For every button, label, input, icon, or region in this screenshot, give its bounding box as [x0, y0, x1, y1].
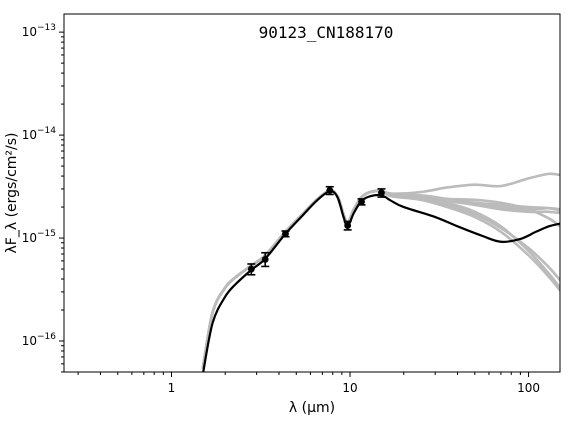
- y-tick-label: 10−14: [22, 126, 57, 142]
- data-marker: [358, 198, 365, 206]
- x-axis-ticks: 1 10 100: [77, 372, 540, 395]
- y-tick-label: 10−15: [22, 229, 56, 245]
- best-fit-line: [202, 190, 560, 372]
- y-tick-label: 10−13: [22, 23, 56, 39]
- observed-point-7: [377, 188, 386, 198]
- observed-point-3: [281, 230, 290, 238]
- data-marker: [261, 256, 269, 263]
- plot-background: [64, 14, 560, 372]
- observed-point-5: [343, 220, 352, 231]
- best-fit-path: [202, 190, 560, 372]
- y-axis-ticks: 10−16 10−15 10−14 10−13: [22, 23, 64, 373]
- observed-point-2: [261, 251, 270, 268]
- x-axis-label: λ (μm): [289, 400, 335, 416]
- data-marker: [326, 187, 334, 194]
- data-marker: [247, 265, 255, 273]
- x-tick-label: 100: [517, 381, 540, 395]
- x-tick-label: 1: [168, 381, 176, 395]
- data-marker: [378, 189, 385, 197]
- observed-point-1: [247, 263, 256, 276]
- data-marker: [344, 222, 352, 230]
- observed-point-6: [357, 198, 366, 206]
- x-tick-label: 10: [342, 381, 357, 395]
- observed-points: [247, 185, 386, 276]
- y-tick-label: 10−16: [22, 332, 57, 348]
- plot-frame: [63, 13, 561, 373]
- observed-point-4: [325, 185, 334, 196]
- data-marker: [282, 230, 289, 238]
- y-axis-label: λF_λ (ergs/cm²/s): [4, 133, 20, 254]
- chart-title: 90123_CN188170: [259, 23, 394, 42]
